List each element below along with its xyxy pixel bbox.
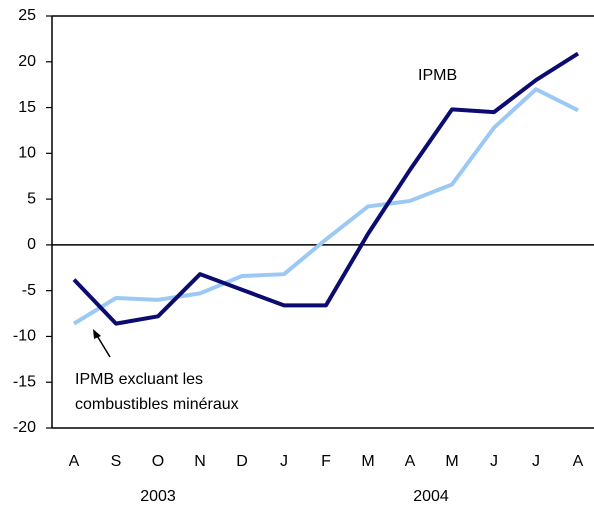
y-tick-label: 25 — [18, 7, 36, 24]
x-tick-label: O — [152, 453, 164, 470]
x-tick-label: M — [445, 453, 458, 470]
x-tick-label: A — [573, 453, 584, 470]
annotation-arrow — [95, 333, 111, 358]
annotation: combustibles minéraux — [75, 396, 239, 413]
x-tick-label: S — [111, 453, 122, 470]
x-tick-label: D — [236, 453, 248, 470]
series-line — [72, 87, 579, 326]
y-tick-label: -10 — [13, 328, 36, 345]
annotation: IPMB — [418, 67, 457, 84]
y-tick-label: -15 — [13, 373, 36, 390]
year-label: 2003 — [140, 488, 176, 505]
x-tick-label: J — [490, 453, 498, 470]
y-tick-label: -5 — [22, 282, 36, 299]
x-tick-label: N — [194, 453, 206, 470]
annotation: IPMB excluant les — [75, 371, 203, 388]
series-line — [72, 51, 580, 326]
x-tick-label: J — [532, 453, 540, 470]
x-tick-label: M — [361, 453, 374, 470]
year-label: 2004 — [413, 488, 449, 505]
y-tick-label: 10 — [18, 145, 36, 162]
annotation-arrowhead — [93, 329, 101, 339]
x-tick-label: F — [321, 453, 331, 470]
y-tick-label: -20 — [13, 419, 36, 436]
x-tick-label: A — [69, 453, 80, 470]
y-tick-label: 20 — [18, 53, 36, 70]
y-tick-label: 15 — [18, 99, 36, 116]
x-tick-label: J — [280, 453, 288, 470]
x-tick-label: A — [405, 453, 416, 470]
y-tick-label: 5 — [27, 190, 36, 207]
y-tick-label: 0 — [27, 236, 36, 253]
